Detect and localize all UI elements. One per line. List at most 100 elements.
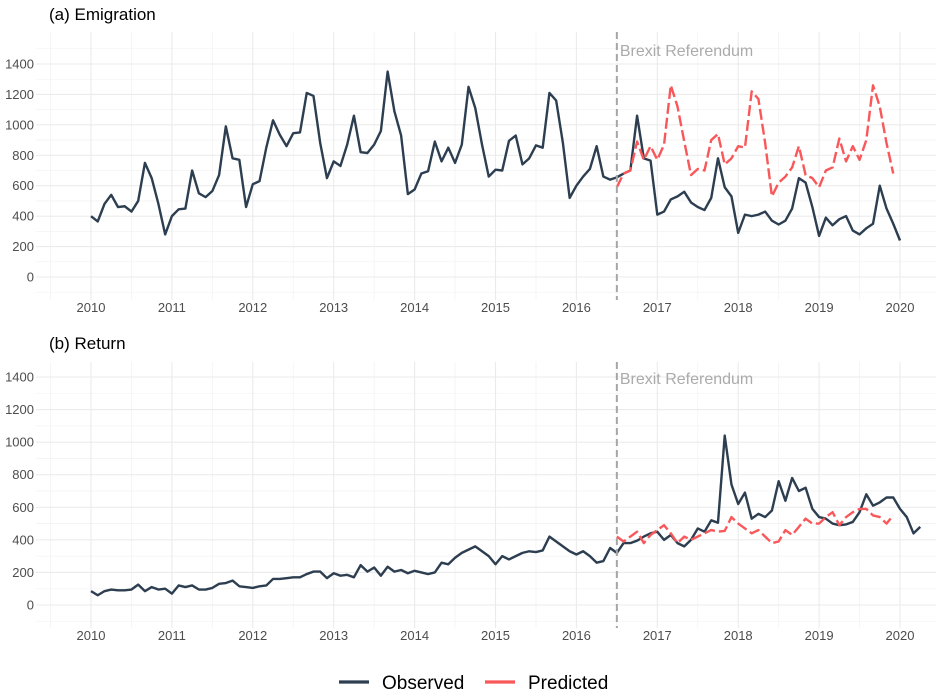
data-point-observed <box>750 215 752 217</box>
data-point-observed <box>494 563 496 565</box>
data-point-observed <box>184 207 186 209</box>
data-point-observed <box>252 183 254 185</box>
data-point-observed <box>690 201 692 203</box>
data-point-observed <box>285 145 287 147</box>
data-point-predicted <box>804 517 806 519</box>
data-point-observed <box>825 216 827 218</box>
data-point-predicted <box>670 532 672 534</box>
annotation-emigration: Brexit Referendum <box>615 32 753 300</box>
data-point-observed <box>204 588 206 590</box>
x-tick-label: 2017 <box>643 300 672 315</box>
data-point-predicted <box>764 142 766 144</box>
brexit-referendum-label: Brexit Referendum <box>620 43 753 60</box>
x-tick-label: 2012 <box>238 628 267 643</box>
data-point-observed <box>245 206 247 208</box>
data-point-observed <box>97 220 99 222</box>
x-tick-label: 2019 <box>805 628 834 643</box>
data-point-observed <box>791 477 793 479</box>
y-tick-label: 1200 <box>5 402 34 417</box>
y-tick-label: 200 <box>12 239 34 254</box>
data-point-observed <box>225 582 227 584</box>
data-point-observed <box>434 571 436 573</box>
data-point-predicted <box>872 514 874 516</box>
data-point-observed <box>474 545 476 547</box>
data-point-predicted <box>663 524 665 526</box>
data-point-predicted <box>777 181 779 183</box>
data-point-observed <box>130 210 132 212</box>
data-point-observed <box>359 564 361 566</box>
data-point-predicted <box>852 145 854 147</box>
data-point-observed <box>97 594 99 596</box>
data-point-observed <box>346 143 348 145</box>
data-point-observed <box>879 185 881 187</box>
data-point-observed <box>339 574 341 576</box>
data-point-observed <box>124 589 126 591</box>
data-point-observed <box>164 588 166 590</box>
grid-emigration <box>36 32 936 300</box>
data-point-observed <box>663 539 665 541</box>
data-point-observed <box>238 585 240 587</box>
data-point-predicted <box>885 142 887 144</box>
data-point-observed <box>872 504 874 506</box>
x-tick-label: 2011 <box>158 628 186 643</box>
data-point-observed <box>670 198 672 200</box>
data-point-predicted <box>811 177 813 179</box>
data-point-observed <box>346 574 348 576</box>
data-point-observed <box>643 535 645 537</box>
data-point-observed <box>90 215 92 217</box>
data-point-observed <box>292 132 294 134</box>
data-point-observed <box>562 142 564 144</box>
data-point-observed <box>150 177 152 179</box>
data-point-observed <box>508 140 510 142</box>
data-point-predicted <box>636 140 638 142</box>
panel-title-return: (b) Return <box>49 334 126 353</box>
x-tick-label: 2012 <box>238 300 267 315</box>
data-point-observed <box>589 555 591 557</box>
data-point-predicted <box>737 522 739 524</box>
data-point-predicted <box>757 529 759 531</box>
data-point-observed <box>899 239 901 241</box>
data-point-predicted <box>629 535 631 537</box>
data-point-observed <box>548 535 550 537</box>
data-point-observed <box>150 586 152 588</box>
data-point-observed <box>764 210 766 212</box>
data-point-predicted <box>683 140 685 142</box>
data-point-predicted <box>724 530 726 532</box>
data-point-observed <box>124 205 126 207</box>
data-point-observed <box>413 188 415 190</box>
data-point-observed <box>434 140 436 142</box>
data-point-observed <box>757 213 759 215</box>
data-point-predicted <box>649 145 651 147</box>
data-point-predicted <box>717 531 719 533</box>
data-point-observed <box>663 210 665 212</box>
data-point-observed <box>373 566 375 568</box>
data-point-observed <box>562 545 564 547</box>
x-tick-label: 2020 <box>886 628 915 643</box>
data-point-observed <box>103 590 105 592</box>
data-point-observed <box>231 579 233 581</box>
data-point-observed <box>697 527 699 529</box>
data-point-observed <box>171 215 173 217</box>
data-point-predicted <box>643 159 645 161</box>
data-point-predicted <box>676 105 678 107</box>
legend-item-predicted: Predicted <box>485 673 608 694</box>
data-point-observed <box>393 570 395 572</box>
data-point-predicted <box>744 527 746 529</box>
data-point-observed <box>225 125 227 127</box>
data-point-observed <box>892 496 894 498</box>
data-point-observed <box>872 223 874 225</box>
data-point-predicted <box>649 534 651 536</box>
y-tick-label: 0 <box>27 270 34 285</box>
data-point-observed <box>420 172 422 174</box>
data-point-observed <box>272 119 274 121</box>
data-point-observed <box>137 200 139 202</box>
data-point-predicted <box>791 534 793 536</box>
data-point-predicted <box>622 172 624 174</box>
data-point-predicted <box>879 105 881 107</box>
data-point-observed <box>90 590 92 592</box>
x-tick-label: 2011 <box>158 300 186 315</box>
data-point-predicted <box>872 84 874 86</box>
data-point-observed <box>427 573 429 575</box>
data-point-observed <box>400 134 402 136</box>
data-point-observed <box>818 516 820 518</box>
